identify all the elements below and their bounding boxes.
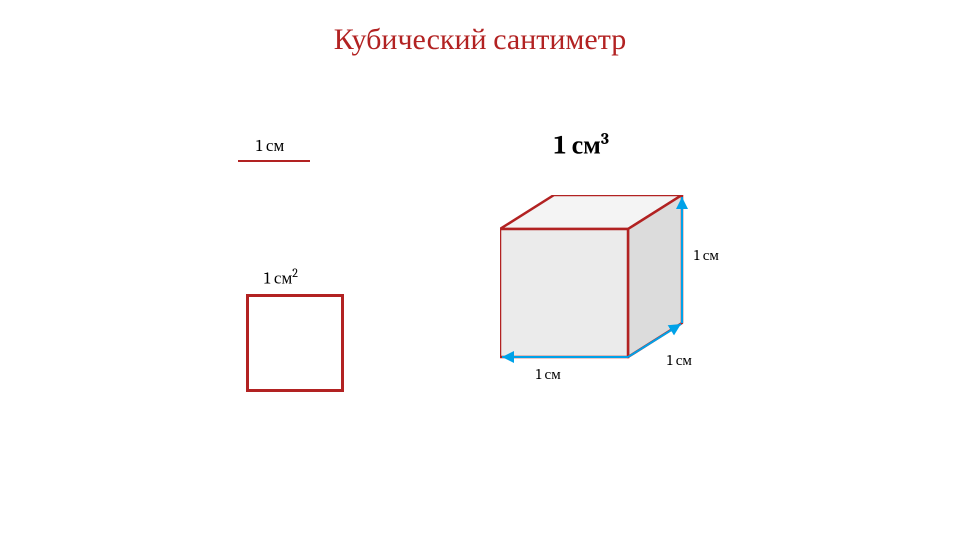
square-label-exp: 2: [292, 266, 298, 280]
cube-label-base: 1 см: [554, 131, 601, 161]
square-label: 1 см2: [264, 266, 298, 289]
cube-dim-width: 1 см: [536, 365, 561, 384]
cube-dim-depth: 1 см: [667, 351, 692, 370]
page-title: Кубический сантиметр: [0, 22, 960, 57]
line-segment: [238, 160, 310, 162]
cube-label: 1 см3: [554, 130, 609, 161]
cube-shape: [500, 195, 696, 371]
cube-label-exp: 3: [601, 130, 609, 148]
cube-svg: [500, 195, 696, 371]
cube-dim-height: 1 см: [694, 246, 719, 265]
square-label-base: 1 см: [264, 270, 292, 289]
square-shape: [246, 294, 344, 392]
line-segment-label: 1 см: [256, 136, 284, 156]
